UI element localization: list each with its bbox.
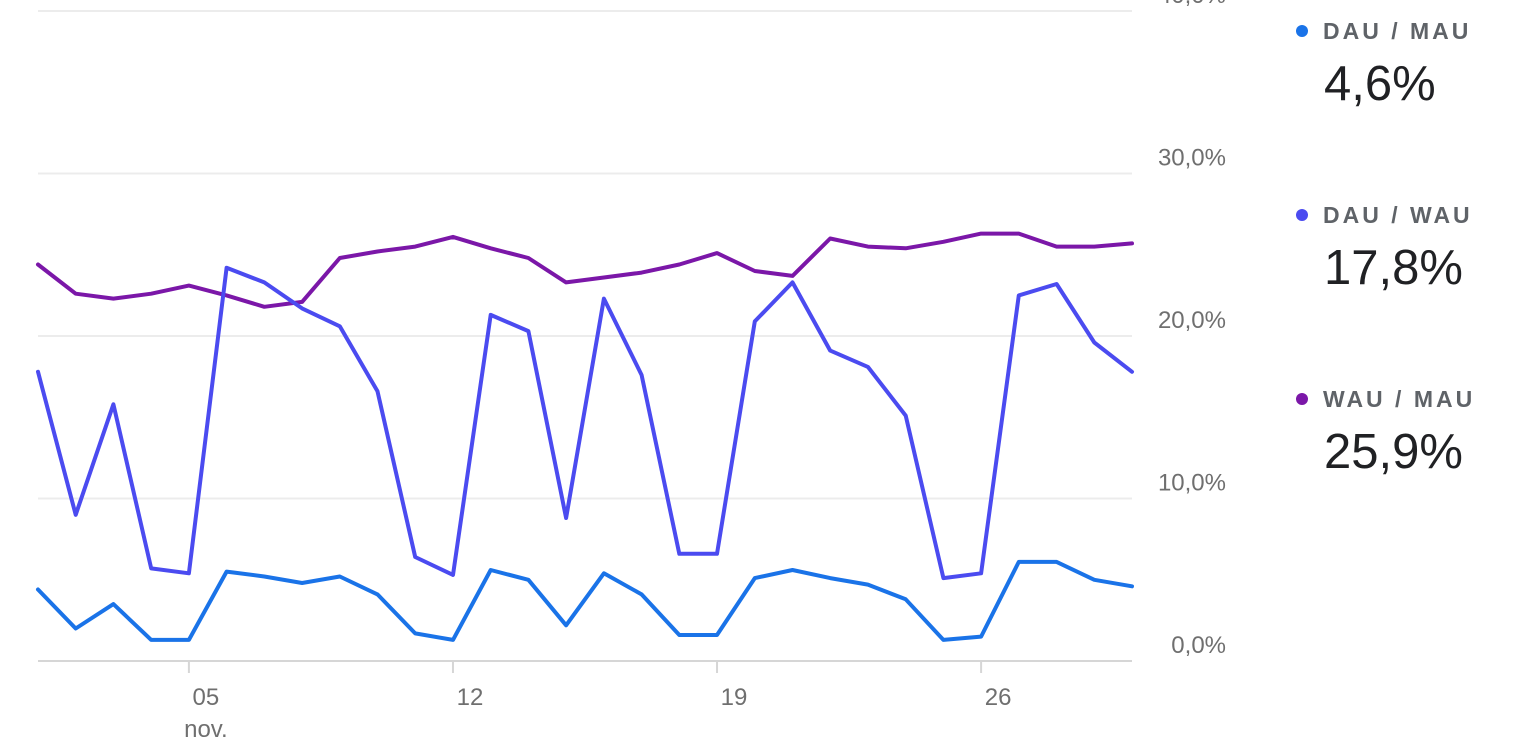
y-tick-label: 40,0%: [1158, 0, 1226, 9]
y-tick-label: 0,0%: [1171, 632, 1226, 659]
series-line-dau-mau[interactable]: [36, 559, 1134, 642]
grid-lines: [38, 10, 1132, 662]
legend-dot-icon: [1296, 209, 1308, 221]
y-tick-label: 20,0%: [1158, 307, 1226, 334]
legend-label: WAU / MAU: [1323, 385, 1476, 412]
x-axis-ticks: 05 nov. 12 19 26: [184, 661, 1011, 743]
legend-value: 17,8%: [1324, 241, 1463, 295]
legend-value: 4,6%: [1324, 57, 1436, 111]
legend-value: 25,9%: [1324, 425, 1463, 479]
series-line-dau-wau[interactable]: [36, 265, 1134, 581]
x-tick-label: 19: [721, 684, 748, 711]
y-tick-label: 10,0%: [1158, 470, 1226, 497]
legend-dot-icon: [1296, 25, 1308, 37]
legend-label: DAU / WAU: [1323, 201, 1473, 228]
legend-item-dau-mau[interactable]: DAU / MAU 4,6%: [1292, 14, 1532, 198]
x-tick-label: 05: [193, 684, 220, 711]
series-lines: [36, 231, 1134, 642]
legend-item-wau-mau[interactable]: WAU / MAU 25,9%: [1292, 382, 1532, 566]
series-line-wau-mau[interactable]: [36, 231, 1134, 309]
x-tick-label: 12: [457, 684, 484, 711]
x-tick-label: 26: [985, 684, 1012, 711]
y-tick-label: 30,0%: [1158, 145, 1226, 172]
legend: DAU / MAU 4,6% DAU / WAU 17,8% WAU / MAU…: [1292, 14, 1532, 566]
legend-label: DAU / MAU: [1323, 17, 1472, 44]
legend-item-dau-wau[interactable]: DAU / WAU 17,8%: [1292, 198, 1532, 382]
legend-dot-icon: [1296, 393, 1308, 405]
x-tick-sublabel: nov.: [184, 716, 228, 743]
y-axis-ticks: 0,0% 10,0% 20,0% 30,0% 40,0%: [1158, 0, 1226, 659]
